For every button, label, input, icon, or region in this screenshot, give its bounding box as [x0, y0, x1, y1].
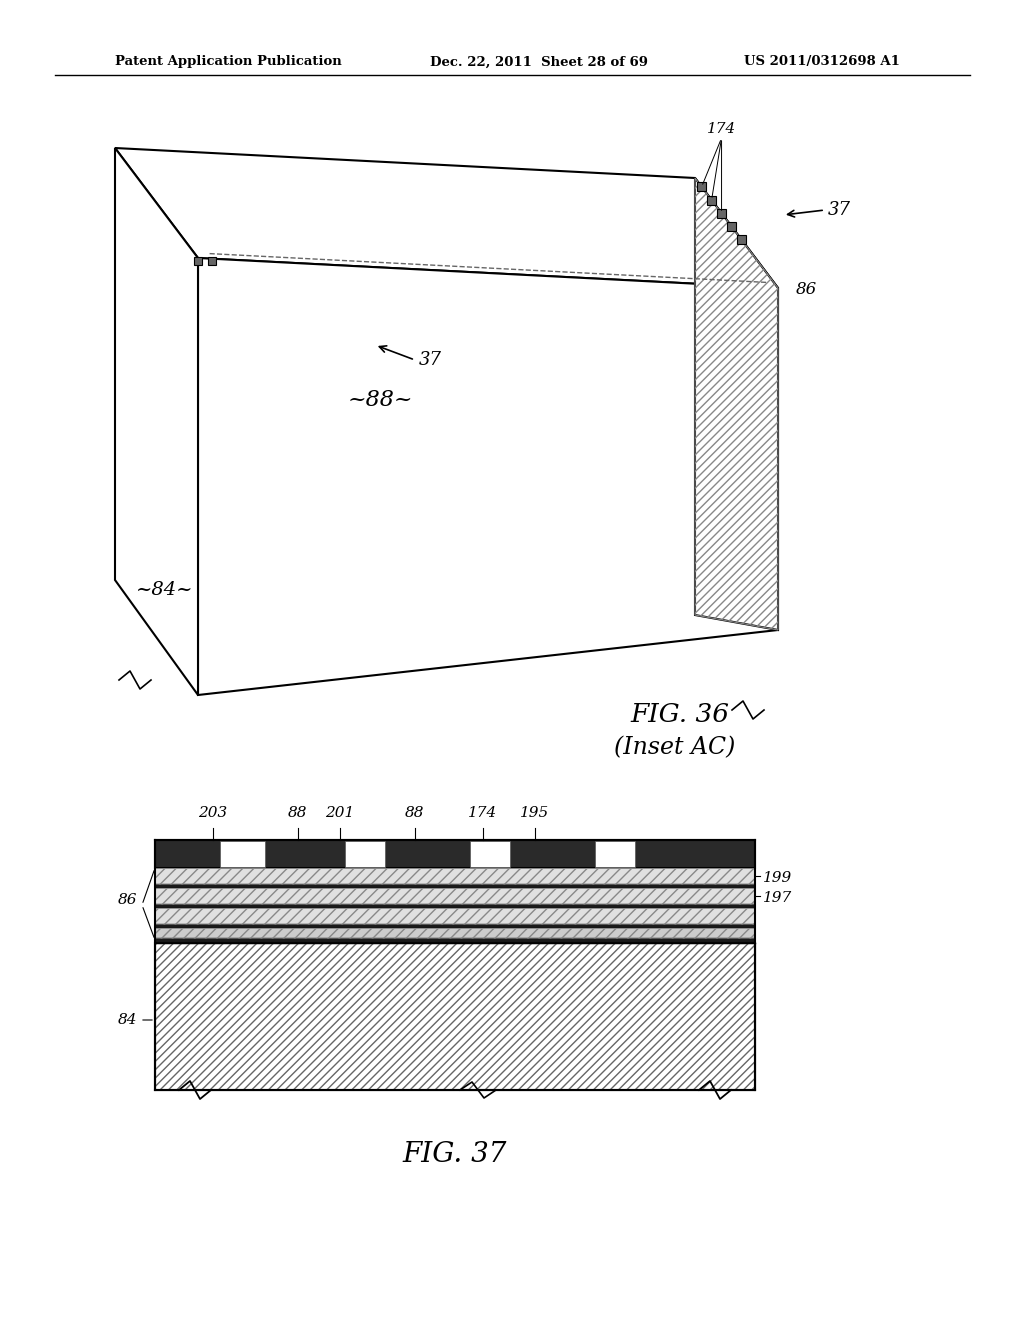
- Polygon shape: [155, 904, 755, 908]
- Polygon shape: [345, 841, 385, 867]
- Text: 88: 88: [406, 807, 425, 820]
- Polygon shape: [470, 841, 510, 867]
- Text: FIG. 37: FIG. 37: [402, 1142, 507, 1168]
- Polygon shape: [115, 148, 778, 288]
- Polygon shape: [198, 257, 778, 696]
- Text: US 2011/0312698 A1: US 2011/0312698 A1: [744, 55, 900, 69]
- Text: 37: 37: [419, 351, 441, 370]
- Polygon shape: [695, 178, 778, 630]
- Polygon shape: [155, 942, 755, 1090]
- Polygon shape: [155, 908, 755, 924]
- Polygon shape: [155, 888, 755, 904]
- Text: 195: 195: [520, 807, 550, 820]
- Text: FIG. 36: FIG. 36: [631, 702, 729, 727]
- Text: (Inset AC): (Inset AC): [614, 737, 735, 759]
- Polygon shape: [155, 939, 755, 942]
- Polygon shape: [717, 209, 726, 218]
- Text: 203: 203: [199, 807, 227, 820]
- Polygon shape: [155, 924, 755, 928]
- Polygon shape: [708, 195, 716, 205]
- Text: 201: 201: [326, 807, 354, 820]
- Polygon shape: [155, 869, 755, 884]
- Text: ~88~: ~88~: [347, 389, 413, 411]
- Text: 84: 84: [118, 1012, 137, 1027]
- Polygon shape: [727, 222, 736, 231]
- Polygon shape: [595, 841, 635, 867]
- Polygon shape: [115, 148, 198, 696]
- Text: ~84~: ~84~: [136, 581, 194, 599]
- Polygon shape: [208, 257, 216, 265]
- Polygon shape: [737, 235, 745, 244]
- Text: 199: 199: [763, 871, 793, 884]
- Text: 197: 197: [763, 891, 793, 906]
- Text: 88: 88: [288, 807, 308, 820]
- Text: Patent Application Publication: Patent Application Publication: [115, 55, 342, 69]
- Polygon shape: [155, 840, 755, 869]
- Text: 174: 174: [707, 121, 736, 136]
- Text: 86: 86: [118, 894, 137, 907]
- Polygon shape: [220, 841, 265, 867]
- Text: Dec. 22, 2011  Sheet 28 of 69: Dec. 22, 2011 Sheet 28 of 69: [430, 55, 648, 69]
- Text: 86: 86: [796, 281, 817, 298]
- Polygon shape: [155, 928, 755, 939]
- Text: 174: 174: [468, 807, 498, 820]
- Polygon shape: [194, 257, 202, 265]
- Text: 37: 37: [828, 201, 851, 219]
- Polygon shape: [697, 182, 707, 191]
- Polygon shape: [155, 884, 755, 888]
